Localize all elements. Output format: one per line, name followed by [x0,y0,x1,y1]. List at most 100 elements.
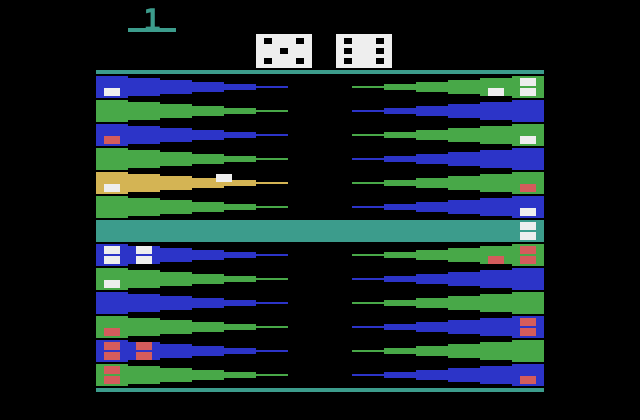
checkers [104,78,536,384]
point-step [192,154,224,164]
point-step [448,368,480,382]
point-step [448,128,480,142]
die-pip [296,38,304,44]
point-step [224,108,256,114]
die-pip [376,48,384,54]
point-step [416,370,448,380]
checker [104,256,120,264]
checker [520,184,536,192]
point-step [384,204,416,210]
point-step [224,84,256,90]
checker [488,256,504,264]
point-step [448,80,480,94]
point-step [416,154,448,164]
point-step [480,270,512,288]
point-step [160,320,192,334]
point-step [128,126,160,144]
checker [104,88,120,96]
point-step [384,84,416,90]
point-step [224,252,256,258]
point-step [480,318,512,336]
point-step [512,292,544,314]
point-step [512,340,544,362]
point-step [192,106,224,116]
point-step [256,206,288,208]
point-step [352,350,384,352]
point-step [416,202,448,212]
point-step [160,176,192,190]
checker [520,232,536,240]
die-pip [264,58,272,64]
point-step [256,302,288,304]
point-step [384,180,416,186]
point-step [512,148,544,170]
point-step [224,300,256,306]
checker [104,328,120,336]
die-pip [344,48,352,54]
point-step [96,196,128,218]
checker [216,174,232,182]
point-step [128,294,160,312]
point-step [192,250,224,260]
point-step [512,100,544,122]
point-step [448,344,480,358]
point-step [192,202,224,212]
point-step [480,198,512,216]
point-step [256,110,288,112]
point-step [448,152,480,166]
checker [104,246,120,254]
point-step [96,100,128,122]
point-step [352,86,384,88]
point-step [352,158,384,160]
board-bar [96,220,544,242]
point-step [224,180,256,186]
point-step [448,320,480,334]
checker [520,246,536,254]
point-step [160,296,192,310]
checker [520,318,536,326]
point-step [96,148,128,170]
point-step [416,322,448,332]
point-step [160,368,192,382]
checker [104,280,120,288]
point-step [160,80,192,94]
point-step [192,274,224,284]
point-step [128,318,160,336]
checker [520,78,536,86]
checker [104,136,120,144]
point-step [352,302,384,304]
point-step [416,178,448,188]
point-step [480,126,512,144]
point-step [128,150,160,168]
point-step [128,78,160,96]
point-step [384,324,416,330]
point-step [256,326,288,328]
point-step [416,130,448,140]
point-step [448,248,480,262]
point-step [480,150,512,168]
point-step [224,348,256,354]
checker [104,366,120,374]
checker [136,342,152,350]
point-step [160,152,192,166]
point-step [352,374,384,376]
die-pip [296,58,304,64]
die-pip [376,38,384,44]
point-step [224,132,256,138]
die-pip [264,38,272,44]
point-step [160,104,192,118]
point-step [160,272,192,286]
checker [488,88,504,96]
point-step [352,134,384,136]
checker [520,88,536,96]
player-score: 1 [143,4,161,39]
point-step [352,182,384,184]
point-step [256,278,288,280]
point-step [480,102,512,120]
checker [520,328,536,336]
point-step [416,274,448,284]
point-step [192,130,224,140]
checker [104,342,120,350]
checker [520,136,536,144]
